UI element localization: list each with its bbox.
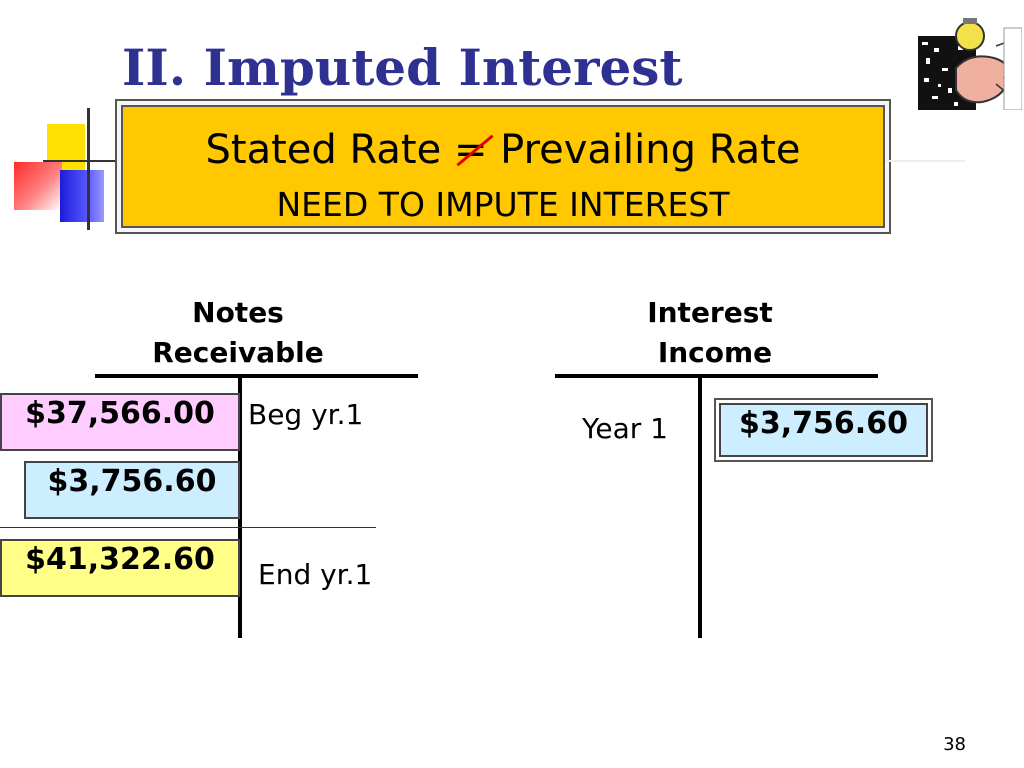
not-equal-operator: = (453, 127, 494, 173)
lightbulb-hand-clipart-icon (918, 18, 1022, 110)
callout-subtitle: NEED TO IMPUTE INTEREST (276, 185, 730, 224)
interest-income-t-stem (698, 376, 702, 638)
rate-comparison: Stated Rate = Prevailing Rate (123, 127, 883, 173)
rate-callout-box: Stated Rate = Prevailing Rate NEED TO IM… (121, 105, 885, 228)
equals-sign: = (453, 127, 488, 173)
decor-red-square (14, 162, 62, 210)
end-balance-amount: $41,322.60 (0, 539, 240, 597)
notes-receivable-title-line2: Receivable (152, 336, 324, 369)
slide-title: II. Imputed Interest (122, 38, 683, 97)
decor-faint-line (885, 160, 965, 162)
interest-income-title-line1: Interest (647, 296, 773, 329)
stated-rate-text: Stated Rate (205, 127, 454, 173)
end-yr-label: End yr.1 (258, 558, 373, 591)
beg-yr-label: Beg yr.1 (248, 398, 364, 431)
page-number: 38 (943, 734, 966, 755)
year-1-label: Year 1 (582, 412, 668, 445)
decor-horizontal-line (43, 160, 121, 162)
interest-income-title-line2: Income (657, 336, 773, 369)
notes-receivable-t-top (95, 374, 418, 378)
notes-receivable-total-line (0, 527, 376, 528)
interest-debit-amount: $3,756.60 (24, 461, 240, 519)
decor-vertical-line (87, 108, 90, 230)
beg-balance-amount: $37,566.00 (0, 393, 240, 451)
notes-receivable-t-stem (238, 376, 242, 638)
decor-blue-square (60, 170, 104, 222)
prevailing-rate-text: Prevailing Rate (487, 127, 801, 173)
interest-income-t-top (555, 374, 878, 378)
notes-receivable-title-line1: Notes (192, 296, 284, 329)
interest-income-amount: $3,756.60 (719, 403, 928, 457)
